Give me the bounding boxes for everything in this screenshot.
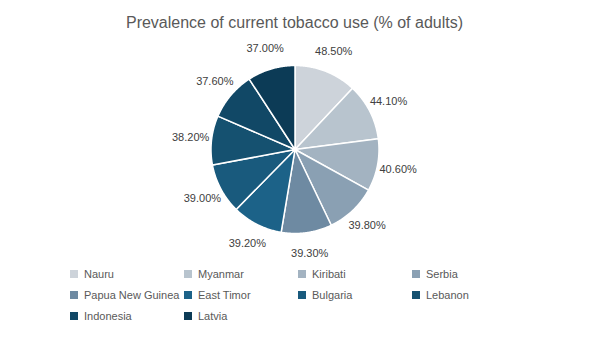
svg-text:37.60%: 37.60% bbox=[196, 75, 234, 87]
html-text:Papua New Guinea: Papua New Guinea bbox=[84, 289, 180, 301]
svg-text:39.00%: 39.00% bbox=[184, 192, 222, 204]
html-text:Myanmar: Myanmar bbox=[198, 268, 244, 280]
html-text:Prevalence of current tobacco: Prevalence of current tobacco use (% of … bbox=[126, 14, 463, 31]
html-text:Indonesia: Indonesia bbox=[84, 310, 132, 322]
html-text:Kiribati: Kiribati bbox=[312, 268, 346, 280]
svg-text:37.00%: 37.00% bbox=[246, 42, 284, 54]
svg-text:38.20%: 38.20% bbox=[172, 131, 210, 143]
html-text:Latvia: Latvia bbox=[198, 310, 228, 322]
svg-text:48.50%: 48.50% bbox=[315, 45, 353, 57]
html-text:Serbia: Serbia bbox=[426, 268, 458, 280]
html-text:Lebanon: Lebanon bbox=[426, 289, 469, 301]
svg-text:39.80%: 39.80% bbox=[348, 219, 386, 231]
svg-text:39.20%: 39.20% bbox=[229, 237, 267, 249]
html-text:East Timor: East Timor bbox=[198, 289, 251, 301]
svg-text:39.30%: 39.30% bbox=[291, 247, 329, 259]
svg-text:40.60%: 40.60% bbox=[379, 163, 417, 175]
svg-text:44.10%: 44.10% bbox=[370, 95, 408, 107]
html-text:Nauru: Nauru bbox=[84, 268, 114, 280]
html-text:Bulgaria: Bulgaria bbox=[312, 289, 353, 301]
